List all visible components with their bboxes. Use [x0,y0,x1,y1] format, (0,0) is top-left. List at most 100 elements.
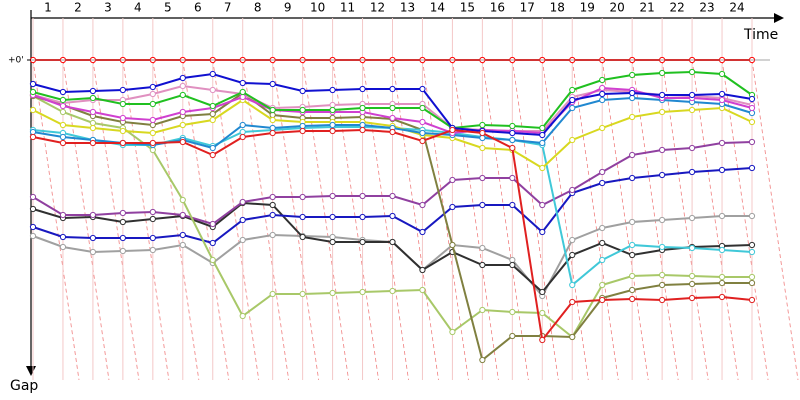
point [659,296,666,304]
point [419,266,426,274]
point [718,166,726,174]
x-tick-label: 16 [490,1,505,15]
x-tick-label: 3 [104,1,112,15]
x-tick-label: 17 [520,1,535,15]
point [748,138,756,146]
point [509,256,516,264]
time-slant-line [691,59,739,381]
point [629,89,636,97]
point [509,201,516,209]
point [509,136,516,144]
point [599,84,606,92]
time-slant-line [392,59,439,381]
point [509,144,516,152]
point [329,192,336,200]
point [599,124,606,132]
point [688,244,696,252]
point [539,124,546,132]
point [329,101,336,109]
point [179,231,186,239]
point [509,174,516,182]
point [419,137,426,145]
point [629,241,636,249]
point [688,280,696,288]
point [209,70,216,78]
point [59,211,67,219]
point [748,296,756,304]
point [179,74,186,82]
point [119,100,126,108]
point [329,106,336,114]
point [599,239,606,247]
point [59,88,67,96]
point [569,298,576,306]
time-slant-line [332,59,379,381]
point [149,100,156,108]
point [509,261,516,269]
point [29,205,37,213]
x-tick-label: 22 [669,1,684,15]
point [688,294,696,302]
point [449,203,456,211]
point [599,96,606,104]
point [209,144,216,152]
point [419,201,426,209]
point [599,224,606,232]
time-slant-line [242,59,290,381]
point [29,80,37,88]
point [329,233,336,241]
point [29,223,37,231]
point [239,133,246,141]
point [539,164,546,172]
point [89,139,97,147]
point [659,146,666,154]
point [179,196,186,204]
point [419,286,426,294]
point [59,108,67,116]
point [419,129,426,137]
point [359,113,366,121]
point [479,356,486,364]
x-tick-label: 21 [640,1,655,15]
point [748,279,756,287]
point [599,179,606,187]
point [748,109,756,117]
x-tick-label: 19 [580,1,595,15]
point [89,87,97,95]
point [359,213,366,221]
point [748,164,756,172]
x-tick-label: 20 [610,1,625,15]
point [149,246,156,254]
point [209,86,216,94]
x-axis-arrow [774,13,784,23]
point [539,309,546,317]
point [539,336,546,344]
point [569,104,576,112]
point [688,272,696,280]
point [89,248,97,256]
point [269,129,276,137]
time-slant-line [481,59,529,381]
point [329,86,336,94]
point [449,328,456,336]
time-slant-line [601,59,649,381]
point [389,192,396,200]
point [149,121,156,129]
point [599,168,606,176]
point [479,174,486,182]
point [299,122,306,130]
point [629,286,636,294]
point [389,238,396,246]
x-tick-label: 5 [164,1,172,15]
point [599,90,606,98]
x-tick-label: 14 [430,1,445,15]
point [59,243,67,251]
point [688,214,696,222]
point [239,216,246,224]
time-slant-line [32,59,80,381]
point [329,289,336,297]
point [629,71,636,79]
point [479,306,486,314]
point [748,212,756,220]
